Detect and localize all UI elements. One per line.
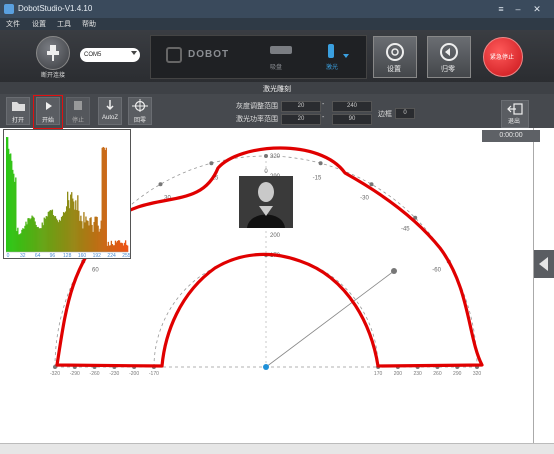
workspace-point (264, 154, 268, 158)
exit-icon (502, 101, 528, 115)
tab-title: 激光雕刻 (0, 84, 554, 94)
settings-label: 设置 (373, 64, 415, 74)
gray-range-label: 灰度调整范围 (236, 101, 278, 111)
title-bar: DobotStudio-V1.4.10 ≡ – ✕ (0, 0, 554, 18)
histogram-tick-label: 64 (35, 253, 41, 258)
zero-label: 回零 (125, 115, 155, 124)
histogram-tick-label: 32 (20, 253, 26, 258)
power-range-dash: - (322, 114, 324, 121)
power-max-input[interactable]: 90 (332, 114, 372, 125)
histogram-graphic: 0 32 64 96 128 160 192 224 255 (4, 130, 130, 258)
minimize-icon[interactable]: – (511, 3, 525, 15)
axis-label: -200 (129, 371, 139, 377)
chevron-down-icon[interactable] (343, 54, 349, 58)
brand-name: DOBOT (188, 49, 229, 60)
histogram-bar (127, 246, 128, 252)
histogram-tick-label: 128 (63, 253, 72, 258)
angle-label: -30 (360, 195, 369, 201)
radius-label: 200 (270, 233, 281, 239)
histogram-ticks: 0 32 64 96 128 160 192 224 255 (7, 253, 130, 258)
gear-icon (374, 37, 416, 65)
menu-bar: 文件 设置 工具 帮助 (0, 18, 554, 30)
menu-icon[interactable]: ≡ (494, 3, 508, 15)
histogram-tick-label: 0 (7, 253, 10, 258)
histogram-bars (6, 137, 128, 252)
power-min-input[interactable]: 20 (281, 114, 321, 125)
emergency-stop-label: 紧急停止 (483, 52, 521, 61)
status-bar (0, 443, 554, 454)
axis-label: 170 (374, 371, 383, 377)
stop-label: 停止 (63, 115, 93, 124)
menu-file[interactable]: 文件 (6, 19, 20, 29)
axis-label: -260 (90, 371, 100, 377)
histogram-tick-label: 96 (50, 253, 56, 258)
folder-icon (7, 98, 29, 112)
power-range-label: 激光功率范围 (236, 114, 278, 124)
border-input[interactable]: 0 (395, 108, 415, 119)
workspace-point (209, 161, 213, 165)
autoz-label: AutoZ (95, 115, 125, 121)
axis-label: 290 (453, 371, 462, 377)
tool-laser-label[interactable]: 激光 (326, 62, 338, 71)
home-label: 归零 (427, 64, 469, 74)
exit-label: 退出 (501, 116, 527, 125)
autoz-icon (99, 98, 121, 112)
chevron-left-icon[interactable] (539, 257, 548, 271)
angle-label: 0 (264, 169, 268, 175)
angle-label: 60 (92, 268, 99, 274)
crosshair-icon (129, 98, 151, 112)
histogram-tick-label: 160 (78, 253, 87, 258)
return-home-icon (428, 37, 470, 65)
portrait-graphic (239, 176, 293, 228)
open-label: 打开 (3, 115, 33, 124)
histogram-panel: 0 32 64 96 128 160 192 224 255 (3, 129, 131, 259)
app-icon (4, 4, 14, 14)
menu-tools[interactable]: 工具 (57, 19, 71, 29)
border-label: 边框 (378, 109, 392, 119)
portrait-image[interactable] (239, 176, 293, 228)
start-highlight-box (33, 95, 63, 129)
laser-icon[interactable] (328, 44, 334, 58)
menu-help[interactable]: 帮助 (82, 19, 96, 29)
connect-label: 断开连接 (34, 70, 72, 79)
chevron-down-icon[interactable] (131, 51, 137, 55)
axis-label: 200 (394, 371, 403, 377)
suction-cup-icon[interactable] (270, 46, 292, 54)
axis-label: 230 (413, 371, 422, 377)
axis-label: 260 (433, 371, 442, 377)
gray-max-input[interactable]: 240 (332, 101, 372, 112)
angle-label: -15 (313, 176, 322, 182)
axis-label: -320 (50, 371, 60, 377)
stop-icon (67, 98, 89, 112)
connect-button[interactable] (36, 36, 70, 70)
window-title: DobotStudio-V1.4.10 (18, 4, 92, 13)
radius-label: 320 (270, 154, 281, 160)
gray-min-input[interactable]: 20 (281, 101, 321, 112)
histogram-tick-label: 224 (107, 253, 116, 258)
workspace-point (370, 182, 374, 186)
axis-label: 320 (473, 371, 482, 377)
histogram-tick-label: 192 (93, 253, 102, 258)
tool-suction-label[interactable]: 吸盘 (270, 62, 282, 71)
workspace-point (319, 161, 323, 165)
device-panel (150, 35, 367, 79)
angle-label: -45 (401, 227, 410, 233)
menu-settings[interactable]: 设置 (32, 19, 46, 29)
axis-label: -170 (149, 371, 159, 377)
close-icon[interactable]: ✕ (530, 3, 544, 15)
angle-label: -60 (432, 268, 441, 274)
axis-label: -230 (109, 371, 119, 377)
histogram-tick-label: 255 (122, 253, 130, 258)
dobot-logo-icon (166, 47, 182, 63)
plug-icon (37, 37, 69, 69)
axis-label: -290 (70, 371, 80, 377)
histogram-bar (106, 148, 107, 252)
workspace-point (159, 182, 163, 186)
gray-range-dash: - (322, 101, 324, 108)
